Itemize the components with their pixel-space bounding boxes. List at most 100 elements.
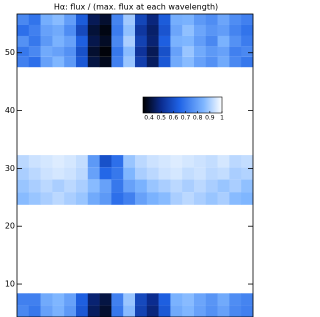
heat-cell (100, 179, 112, 192)
heat-cell (229, 36, 241, 46)
heat-cell (123, 25, 135, 36)
heat-cell (76, 155, 88, 167)
heat-cell (64, 36, 76, 46)
heat-cell (76, 14, 88, 25)
heat-cell (218, 167, 230, 179)
heat-cell (52, 293, 64, 305)
heat-cell (41, 25, 53, 36)
heat-cell (123, 305, 135, 317)
heat-cell (206, 155, 218, 167)
heat-cell (147, 25, 159, 36)
heat-cell (29, 167, 41, 179)
heat-cell (229, 305, 241, 317)
heat-cell (147, 293, 159, 305)
heat-cell (241, 57, 253, 67)
heat-cell (64, 25, 76, 36)
heat-cell (206, 14, 218, 25)
heat-cell (241, 305, 253, 317)
heat-cell (229, 167, 241, 179)
heat-cell (29, 305, 41, 317)
chart-title: Hα: flux / (max. flux at each wavelength… (54, 3, 218, 12)
heat-cell (159, 46, 171, 56)
heat-cell (218, 305, 230, 317)
heat-cell (111, 305, 123, 317)
heat-cell (29, 57, 41, 67)
heat-cell (41, 57, 53, 67)
heat-cell (100, 155, 112, 167)
heat-cell (182, 305, 194, 317)
heat-cell (135, 36, 147, 46)
heat-cell (76, 293, 88, 305)
heat-cell (17, 46, 29, 56)
heat-cell (147, 14, 159, 25)
heat-cell (159, 167, 171, 179)
heat-cell (206, 167, 218, 179)
heat-cell (17, 14, 29, 25)
colorbar-tick-label: 0.5 (156, 115, 166, 122)
heat-cell (206, 293, 218, 305)
heat-cell (159, 192, 171, 205)
heat-cell (76, 192, 88, 205)
heat-cell (88, 36, 100, 46)
heat-cell (159, 293, 171, 305)
heat-cell (123, 179, 135, 192)
heat-cell (52, 25, 64, 36)
heat-cell (135, 46, 147, 56)
heat-cell (147, 179, 159, 192)
heat-cell (229, 293, 241, 305)
heat-cell (170, 46, 182, 56)
heat-cell (64, 167, 76, 179)
heat-cell (88, 14, 100, 25)
heat-cell (111, 179, 123, 192)
heat-cell (100, 46, 112, 56)
heat-cell (135, 179, 147, 192)
heat-cell (135, 192, 147, 205)
heat-cell (52, 57, 64, 67)
heat-cell (170, 305, 182, 317)
heat-cell (229, 25, 241, 36)
heat-cell (170, 155, 182, 167)
heat-cell (135, 25, 147, 36)
heat-cell (88, 57, 100, 67)
heat-cell (159, 25, 171, 36)
heat-cell (111, 25, 123, 36)
heat-cell (182, 14, 194, 25)
heat-cell (159, 57, 171, 67)
heat-cell (29, 46, 41, 56)
heat-cell (123, 14, 135, 25)
heat-cell (194, 155, 206, 167)
heat-cell (111, 293, 123, 305)
heat-cell (64, 155, 76, 167)
heat-cell (52, 167, 64, 179)
heat-cell (159, 305, 171, 317)
heat-cell (170, 25, 182, 36)
heat-cell (41, 167, 53, 179)
heat-cell (100, 57, 112, 67)
heat-cell (52, 36, 64, 46)
colorbar-tick-label: 0.4 (144, 115, 154, 122)
heat-cell (159, 155, 171, 167)
heat-cell (123, 46, 135, 56)
heat-cell (182, 179, 194, 192)
heat-cell (64, 179, 76, 192)
y-tick-label: 10 (5, 280, 15, 289)
heat-cell (241, 36, 253, 46)
heat-cell (41, 36, 53, 46)
heat-cell (135, 155, 147, 167)
heat-cell (147, 192, 159, 205)
heat-cell (100, 25, 112, 36)
heat-cell (41, 192, 53, 205)
heat-cell (17, 155, 29, 167)
colorbar-bar (143, 97, 222, 113)
heat-cell (194, 305, 206, 317)
heat-cell (111, 57, 123, 67)
heat-cell (182, 36, 194, 46)
heat-cell (88, 155, 100, 167)
colorbar: 0.40.50.60.70.80.91 (143, 97, 224, 122)
heat-cell (29, 25, 41, 36)
heat-cell (41, 14, 53, 25)
heat-cell (111, 167, 123, 179)
heat-cell (123, 192, 135, 205)
heat-cell (159, 14, 171, 25)
heat-cell (194, 192, 206, 205)
